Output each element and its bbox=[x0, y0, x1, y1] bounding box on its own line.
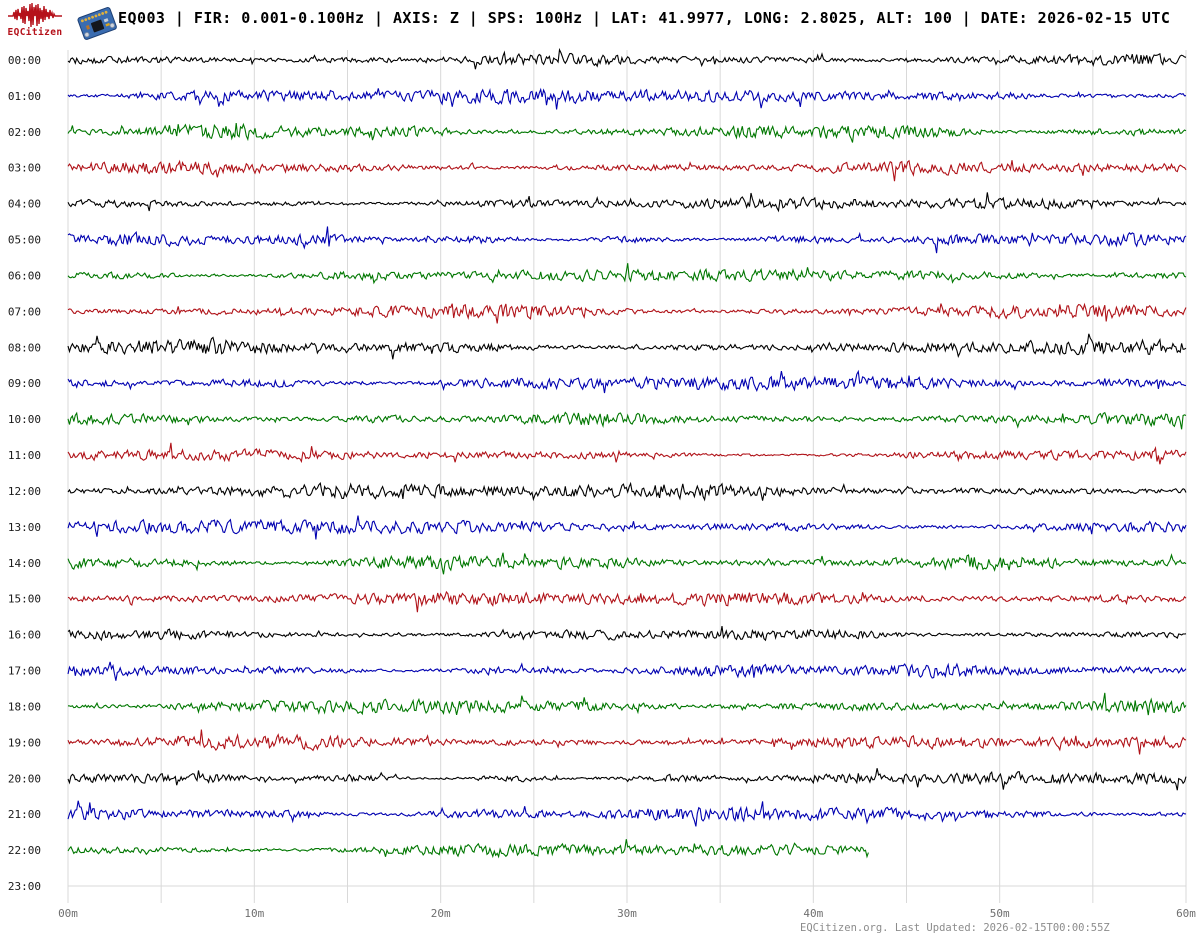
hour-label: 21:00 bbox=[8, 808, 41, 821]
hour-label: 16:00 bbox=[8, 629, 41, 642]
seismo-trace-0200 bbox=[67, 122, 1187, 143]
x-tick-label: 50m bbox=[990, 907, 1010, 920]
logo: EQCitizen bbox=[6, 2, 64, 42]
x-tick-label: 00m bbox=[58, 907, 78, 920]
seismo-trace-0900 bbox=[67, 369, 1187, 394]
x-tick-label: 40m bbox=[803, 907, 823, 920]
hour-label: 22:00 bbox=[8, 844, 41, 857]
seismo-trace-1000 bbox=[67, 411, 1187, 430]
seismo-trace-0400 bbox=[67, 192, 1187, 213]
hour-label: 10:00 bbox=[8, 413, 41, 426]
hour-label: 12:00 bbox=[8, 485, 41, 498]
seismo-trace-0700 bbox=[67, 302, 1187, 324]
hour-label: 20:00 bbox=[8, 772, 41, 785]
hour-label: 19:00 bbox=[8, 736, 41, 749]
seismo-trace-1100 bbox=[67, 442, 1187, 465]
seismo-trace-0100 bbox=[67, 87, 1187, 110]
hour-label: 05:00 bbox=[8, 234, 41, 247]
hour-label: 03:00 bbox=[8, 162, 41, 175]
seismo-trace-1900 bbox=[67, 729, 1187, 755]
seismo-trace-0000 bbox=[67, 47, 1187, 70]
hour-label: 08:00 bbox=[8, 341, 41, 354]
header: EQCitizen EQ003 | FIR: 0.001-0.100Hz | A… bbox=[0, 0, 1200, 44]
seismo-trace-2000 bbox=[67, 768, 1187, 791]
seismo-trace-1400 bbox=[67, 552, 1187, 575]
seismo-trace-0300 bbox=[67, 159, 1187, 182]
hour-label: 17:00 bbox=[8, 665, 41, 678]
seismo-trace-0800 bbox=[67, 333, 1187, 360]
hour-label: 01:00 bbox=[8, 90, 41, 103]
hour-label: 18:00 bbox=[8, 700, 41, 713]
hour-label: 09:00 bbox=[8, 377, 41, 390]
seismo-trace-0600 bbox=[67, 263, 1187, 285]
hour-label: 04:00 bbox=[8, 198, 41, 211]
page-title: EQ003 | FIR: 0.001-0.100Hz | AXIS: Z | S… bbox=[118, 9, 1171, 27]
seismo-trace-1500 bbox=[67, 590, 1187, 613]
logo-text: EQCitizen bbox=[7, 27, 63, 38]
x-tick-label: 20m bbox=[431, 907, 451, 920]
hour-label: 23:00 bbox=[8, 880, 41, 893]
seismo-trace-2200 bbox=[67, 839, 869, 859]
footer-status-text: EQCitizen.org. Last Updated: 2026-02-15T… bbox=[800, 922, 1110, 934]
sensor-board-icon bbox=[77, 7, 117, 40]
hour-label: 15:00 bbox=[8, 593, 41, 606]
hour-label: 13:00 bbox=[8, 521, 41, 534]
seismo-trace-2100 bbox=[67, 800, 1187, 827]
seismo-trace-1700 bbox=[67, 661, 1187, 681]
seismo-trace-1600 bbox=[67, 626, 1187, 642]
hour-label: 00:00 bbox=[8, 54, 41, 67]
hour-label: 11:00 bbox=[8, 449, 41, 462]
x-tick-label: 60m bbox=[1176, 907, 1196, 920]
seismo-trace-0500 bbox=[67, 226, 1187, 254]
seismo-trace-1200 bbox=[67, 481, 1187, 502]
seismograph-waveform-icon bbox=[8, 2, 62, 28]
seismo-trace-1800 bbox=[67, 692, 1187, 716]
x-tick-label: 10m bbox=[244, 907, 264, 920]
hour-label: 07:00 bbox=[8, 305, 41, 318]
hour-label: 14:00 bbox=[8, 557, 41, 570]
seismo-trace-1300 bbox=[67, 515, 1187, 540]
hour-label: 06:00 bbox=[8, 269, 41, 282]
x-tick-label: 30m bbox=[617, 907, 637, 920]
hour-label: 02:00 bbox=[8, 126, 41, 139]
